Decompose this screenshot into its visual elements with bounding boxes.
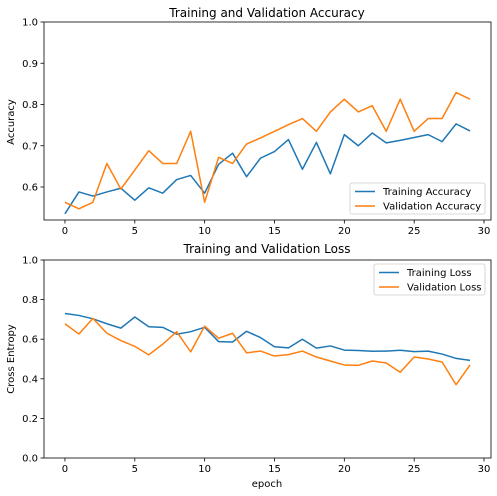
accuracy-xtick-label: 30: [478, 226, 491, 237]
accuracy-ytick-label: 0.7: [22, 141, 38, 152]
accuracy-chart: Training and Validation Accuracy Accurac…: [6, 6, 492, 237]
loss-axes-frame: [43, 259, 492, 459]
accuracy-xtick-label: 15: [268, 226, 281, 237]
loss-ytick-label: 0.4: [22, 374, 38, 385]
accuracy-axes-frame: [43, 21, 492, 221]
accuracy-ytick-label: 0.8: [22, 100, 38, 111]
loss-chart: Training and Validation Loss Cross Entro…: [6, 242, 492, 490]
loss-marks: 0 5 10 15 20 25 30 0.0 0.2 0.4 0.6 0.8 1.0 Training L…: [22, 256, 492, 475]
loss-xtick-label: 10: [198, 464, 211, 475]
loss-xtick-label: 0: [62, 464, 68, 475]
accuracy-series-line-1: [64, 91, 471, 210]
loss-legend-label-0: Training Loss: [406, 268, 472, 279]
loss-xtick-label: 25: [408, 464, 421, 475]
accuracy-ytick-label: 0.9: [22, 59, 38, 70]
accuracy-xtick-label: 0: [62, 226, 68, 237]
loss-ytick-label: 0.8: [22, 295, 38, 306]
loss-series-line-0: [64, 312, 471, 362]
loss-xtick-label: 5: [132, 464, 138, 475]
loss-ytick-label: 0.0: [22, 454, 38, 465]
loss-xtick-label: 20: [338, 464, 351, 475]
loss-ylabel: Cross Entropy: [6, 324, 17, 394]
loss-legend-box: [373, 263, 486, 296]
accuracy-legend-label-0: Training Accuracy: [382, 187, 471, 198]
accuracy-legend-label-1: Validation Accuracy: [383, 202, 481, 213]
accuracy-xtick-label: 20: [338, 226, 351, 237]
loss-chart-title: Training and Validation Loss: [183, 242, 351, 256]
loss-xlabel: epoch: [252, 479, 282, 490]
accuracy-chart-title: Training and Validation Accuracy: [168, 6, 364, 20]
loss-series-line-1: [64, 317, 471, 386]
loss-xtick-label: 15: [268, 464, 281, 475]
accuracy-ytick-label: 1.0: [22, 18, 38, 29]
accuracy-ytick-label: 0.6: [22, 183, 38, 194]
loss-legend-label-1: Validation Loss: [407, 283, 482, 294]
loss-ytick-label: 0.6: [22, 335, 38, 346]
loss-ytick-label: 0.2: [22, 414, 38, 425]
accuracy-legend-box: [349, 182, 486, 215]
accuracy-xtick-label: 25: [408, 226, 421, 237]
accuracy-ylabel: Accuracy: [6, 99, 17, 145]
loss-ytick-label: 1.0: [22, 256, 38, 267]
accuracy-marks: 0 5 10 15 20 25 30 0.6 0.7 0.8 0.9 1.0 Training Accu…: [22, 18, 492, 237]
accuracy-xtick-label: 10: [198, 226, 211, 237]
accuracy-series-line-0: [64, 123, 471, 215]
accuracy-xtick-label: 5: [132, 226, 138, 237]
loss-xtick-label: 30: [478, 464, 491, 475]
